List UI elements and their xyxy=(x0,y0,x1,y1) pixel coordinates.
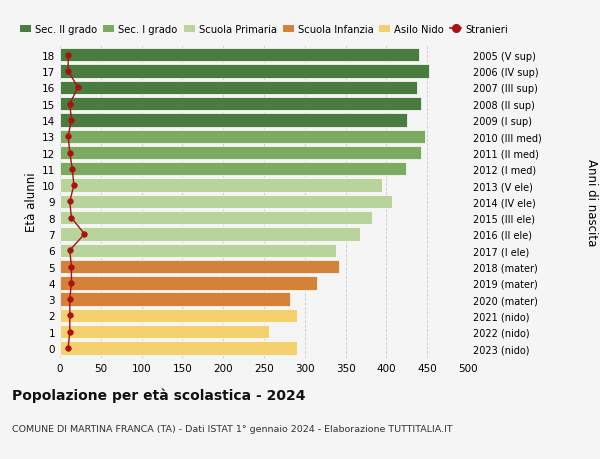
Bar xyxy=(60,114,407,127)
Bar xyxy=(60,293,290,306)
Bar xyxy=(60,163,406,176)
Bar xyxy=(60,146,421,160)
Bar xyxy=(60,277,317,290)
Bar xyxy=(60,98,421,111)
Legend: Sec. II grado, Sec. I grado, Scuola Primaria, Scuola Infanzia, Asilo Nido, Stran: Sec. II grado, Sec. I grado, Scuola Prim… xyxy=(20,25,508,35)
Text: Popolazione per età scolastica - 2024: Popolazione per età scolastica - 2024 xyxy=(12,388,305,403)
Bar xyxy=(60,260,339,274)
Bar xyxy=(60,65,429,78)
Bar xyxy=(60,49,419,62)
Text: Anni di nascita: Anni di nascita xyxy=(584,158,598,246)
Bar xyxy=(60,195,392,209)
Bar xyxy=(60,82,418,95)
Text: COMUNE DI MARTINA FRANCA (TA) - Dati ISTAT 1° gennaio 2024 - Elaborazione TUTTIT: COMUNE DI MARTINA FRANCA (TA) - Dati IST… xyxy=(12,425,452,434)
Bar xyxy=(60,212,372,225)
Y-axis label: Età alunni: Età alunni xyxy=(25,172,38,232)
Bar xyxy=(60,228,360,241)
Bar xyxy=(60,244,336,257)
Bar xyxy=(60,325,269,339)
Bar xyxy=(60,130,425,144)
Bar xyxy=(60,309,296,322)
Bar xyxy=(60,179,382,192)
Bar xyxy=(60,341,296,355)
